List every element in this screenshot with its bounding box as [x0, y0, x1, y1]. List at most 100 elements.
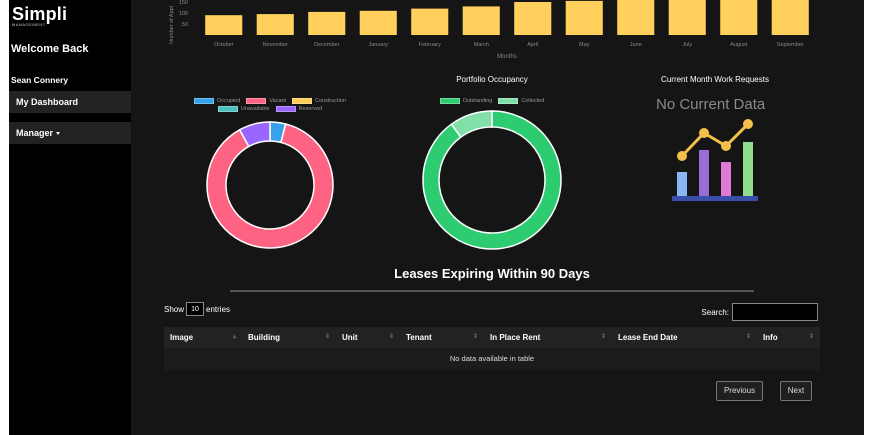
- empty-chart-illustration-icon: [672, 119, 758, 201]
- entries-label: entries: [206, 304, 231, 314]
- welcome-text: Welcome Back: [11, 43, 89, 55]
- user-name: Sean Connery: [11, 75, 69, 85]
- work-requests-title: Current Month Work Requests: [661, 75, 769, 84]
- brand-logo[interactable]: Simpli: [12, 4, 68, 24]
- column-header-building[interactable]: Building ⇕: [242, 327, 336, 348]
- donut-slice[interactable]: [422, 110, 562, 250]
- brand-subtitle: MANAGEMENT: [12, 22, 46, 27]
- x-tick-label: November: [263, 42, 289, 48]
- column-label: Image: [170, 333, 194, 342]
- legend-item[interactable]: Reserved: [275, 106, 323, 112]
- bar: [771, 0, 809, 36]
- x-tick-label: April: [527, 42, 538, 48]
- sort-icon: ⇕: [472, 334, 478, 340]
- bar: [514, 2, 552, 35]
- sort-icon: ⇕: [324, 334, 330, 340]
- no-data-text: No Current Data: [656, 96, 766, 113]
- legend-label: Construction: [315, 98, 346, 104]
- search-input[interactable]: [732, 303, 818, 321]
- bar: [205, 15, 243, 35]
- section-divider: [230, 290, 754, 292]
- legend-label: Reserved: [298, 106, 323, 112]
- legend-label: Vacant: [269, 98, 287, 104]
- legend-item[interactable]: Vacant: [246, 98, 286, 104]
- sort-icon: ⇕: [388, 334, 394, 340]
- bar: [308, 11, 346, 35]
- leases-section-title: Leases Expiring Within 90 Days: [394, 266, 590, 281]
- legend-swatch: [275, 106, 296, 112]
- collections-chart-title: Portfolio Occupancy: [456, 75, 528, 84]
- search-label: Search:: [701, 307, 729, 317]
- sidebar: [9, 0, 131, 435]
- caret-down-icon: [56, 132, 61, 136]
- legend-item[interactable]: Collected: [498, 98, 544, 104]
- bar: [359, 10, 397, 36]
- y-axis-label: Number of Appl: [169, 6, 175, 44]
- legend-item[interactable]: Occupied: [194, 98, 240, 104]
- occupancy-legend: Occupied Vacant Construction Unavailable Res…: [180, 98, 360, 112]
- donut-slice[interactable]: [238, 121, 271, 148]
- bar: [617, 0, 655, 35]
- legend-label: Occupied: [217, 98, 241, 104]
- column-label: Building: [248, 333, 280, 342]
- leases-table: Image ▴ Building ⇕ Unit ⇕ Tenant ⇕ In Place …: [164, 327, 820, 370]
- column-header-info[interactable]: Info ⇕: [757, 327, 820, 348]
- table-search: Search:: [701, 303, 818, 321]
- column-header-in-place-rent[interactable]: In Place Rent ⇕: [484, 327, 612, 348]
- legend-swatch: [217, 106, 238, 112]
- legend-label: Outstanding: [462, 98, 493, 104]
- x-axis-label: Months: [497, 54, 517, 60]
- column-header-unit[interactable]: Unit ⇕: [336, 327, 400, 348]
- next-page-button[interactable]: Next: [780, 381, 812, 401]
- occupancy-donut-chart: [206, 121, 334, 249]
- legend-label: Collected: [521, 98, 545, 104]
- column-label: Info: [763, 333, 778, 342]
- sidebar-item-my-dashboard[interactable]: My Dashboard: [9, 91, 131, 113]
- y-tick-label: 100: [179, 11, 188, 17]
- x-tick-label: December: [314, 42, 340, 48]
- x-tick-label: May: [579, 42, 590, 48]
- bar: [256, 14, 294, 35]
- column-label: In Place Rent: [490, 333, 541, 342]
- legend-label: Unavailable: [240, 106, 270, 112]
- legend-item[interactable]: Construction: [292, 98, 346, 104]
- bar: [462, 6, 500, 36]
- sort-icon: ⇕: [600, 334, 606, 340]
- column-header-image[interactable]: Image ▴: [164, 327, 242, 348]
- y-tick-label: 150: [179, 0, 188, 6]
- bar: [668, 0, 706, 35]
- x-tick-label: January: [368, 42, 388, 48]
- legend-item[interactable]: Unavailable: [217, 106, 270, 112]
- legend-swatch: [246, 98, 267, 104]
- column-label: Lease End Date: [618, 333, 678, 342]
- donut-slice[interactable]: [450, 110, 493, 139]
- y-tick-label: 50: [182, 22, 188, 28]
- legend-swatch: [194, 98, 215, 104]
- column-header-tenant[interactable]: Tenant ⇕: [400, 327, 484, 348]
- bar: [565, 0, 603, 35]
- x-tick-label: July: [682, 42, 692, 48]
- sort-icon: ⇕: [808, 334, 814, 340]
- applications-bar-chart: 150 100 50 Number of Appl October November Dec…: [169, 0, 809, 60]
- column-label: Unit: [342, 333, 358, 342]
- x-tick-label: August: [730, 42, 748, 48]
- column-header-lease-end-date[interactable]: Lease End Date ⇕: [612, 327, 757, 348]
- sidebar-item-manager[interactable]: Manager: [9, 122, 131, 144]
- x-tick-label: March: [474, 42, 489, 48]
- entries-length-control: Show 10 entries: [164, 302, 230, 316]
- x-tick-label: September: [777, 42, 804, 48]
- table-empty-row: No data available in table: [164, 348, 820, 370]
- previous-page-button[interactable]: Previous: [716, 381, 763, 401]
- sort-icon: ▴: [232, 334, 236, 340]
- donut-slice[interactable]: [206, 123, 334, 249]
- legend-swatch: [498, 98, 519, 104]
- legend-swatch: [292, 98, 313, 104]
- legend-item[interactable]: Outstanding: [439, 98, 493, 104]
- legend-swatch: [439, 98, 460, 104]
- entries-select[interactable]: 10: [186, 302, 205, 316]
- show-label: Show: [164, 304, 185, 314]
- sidebar-item-label: Manager: [16, 128, 54, 138]
- sort-icon: ⇕: [745, 334, 751, 340]
- sidebar-item-label: My Dashboard: [16, 97, 79, 107]
- collections-legend: Outstanding Collected: [402, 98, 582, 104]
